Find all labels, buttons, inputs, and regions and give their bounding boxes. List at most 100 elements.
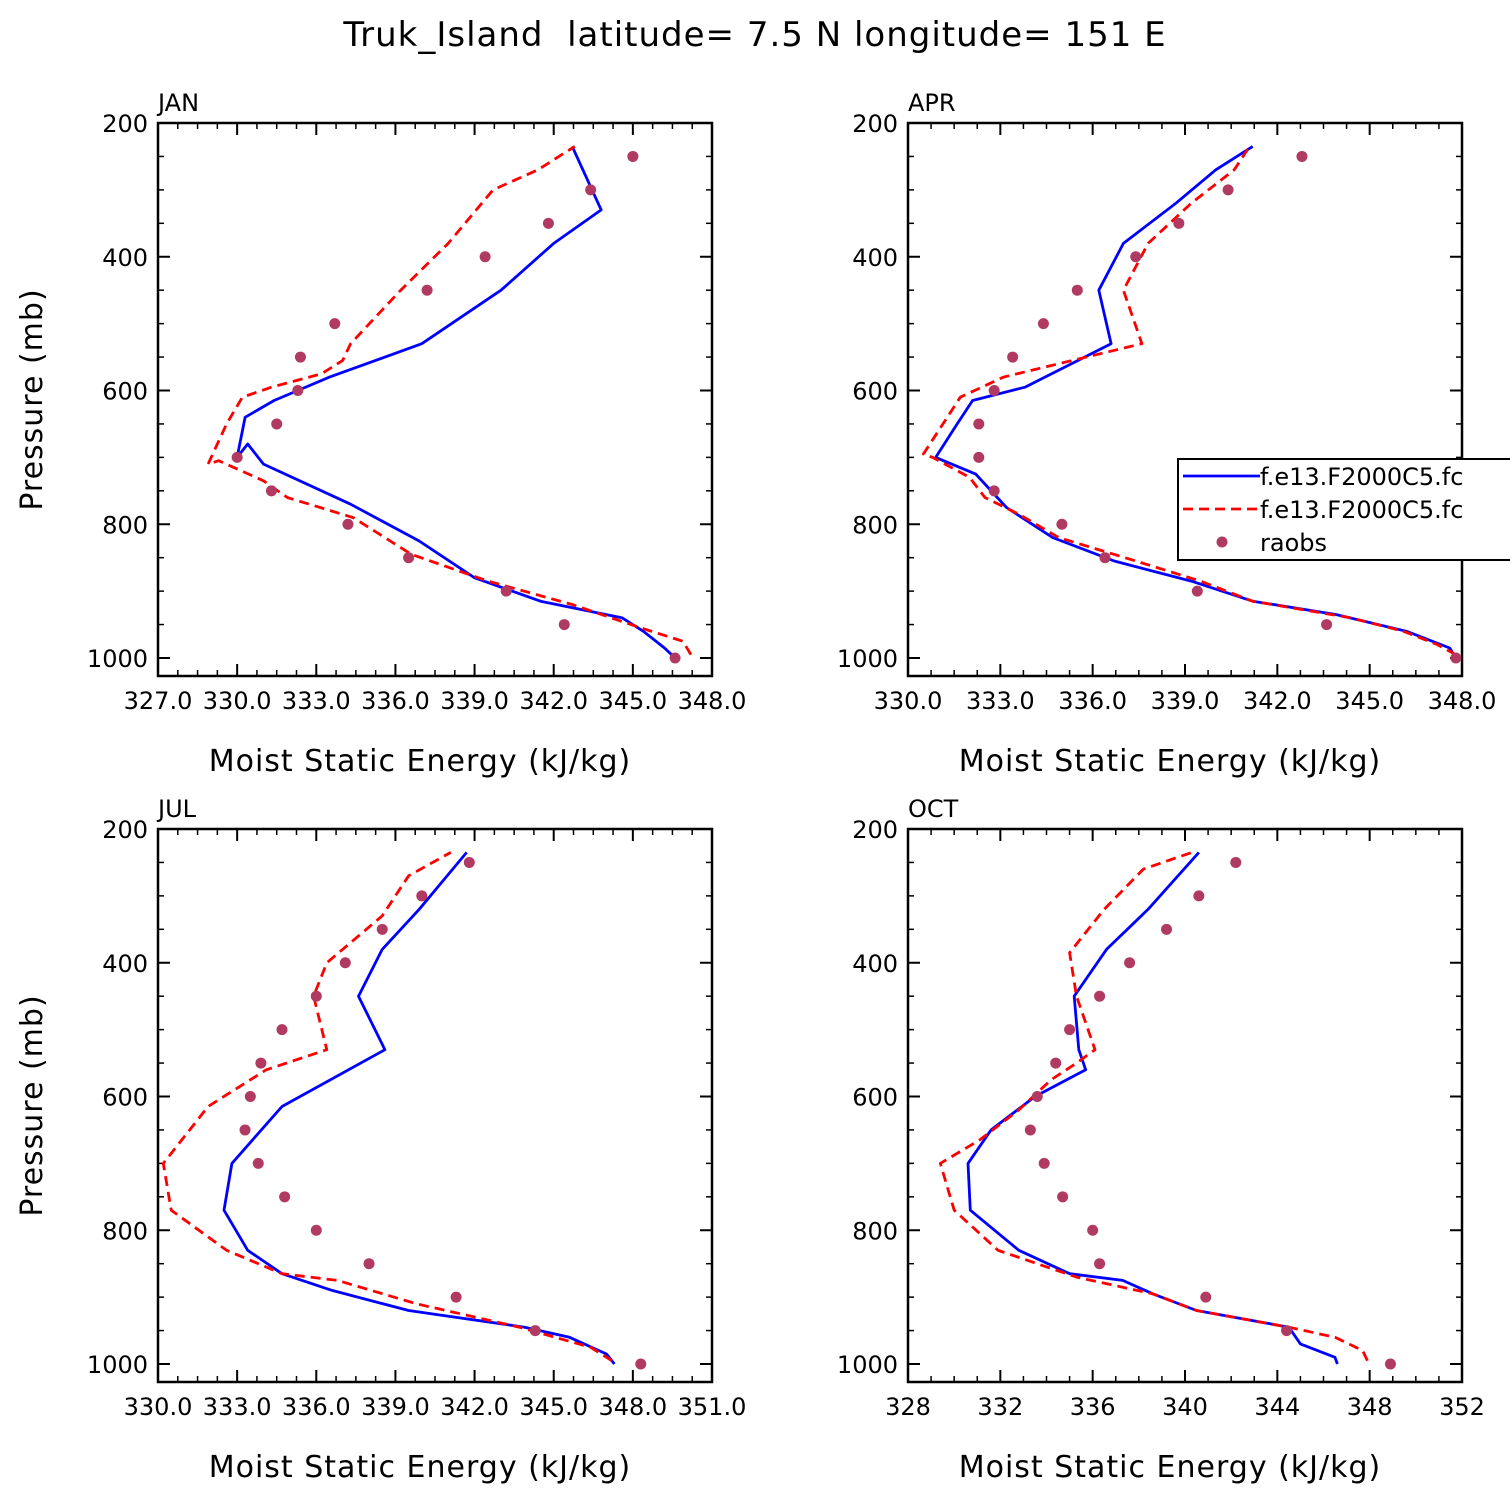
plot-frame <box>906 121 1464 678</box>
model-dashed-line <box>161 851 613 1362</box>
x-tick-label: 336.0 <box>282 1393 351 1421</box>
raobs-point <box>973 451 985 463</box>
model-solid-line <box>235 145 677 660</box>
raobs-point <box>988 385 1000 396</box>
raobs-point <box>1057 1191 1069 1203</box>
raobs-point <box>1281 1325 1293 1337</box>
raobs-point <box>1191 585 1203 597</box>
legend-entry-label: raobs <box>1260 529 1327 557</box>
y-tick-label: 200 <box>852 816 898 844</box>
raobs-point <box>276 1024 288 1036</box>
series-group <box>161 851 647 1370</box>
panel-jul: JUL 330.0 333.0 336.0 339.0 342.0 345.0 348.0 35… <box>15 795 746 1485</box>
raobs-point <box>988 485 1000 497</box>
y-tick-label: 800 <box>102 511 148 539</box>
y-tick-label: 800 <box>852 1217 898 1245</box>
x-tick-label: 348.0 <box>598 1393 667 1421</box>
x-tick-label: 336.0 <box>1058 687 1127 715</box>
x-tick-label: 332 <box>977 1393 1023 1421</box>
y-tick-label: 400 <box>852 950 898 978</box>
panel-label: JAN <box>156 89 199 117</box>
raobs-point <box>1094 990 1106 1002</box>
raobs-point <box>1099 552 1111 564</box>
raobs-point <box>500 585 512 597</box>
y-tick-label: 200 <box>102 110 148 138</box>
y-tick-label: 400 <box>102 244 148 272</box>
x-tick-label: 336.0 <box>361 687 430 715</box>
raobs-point <box>1384 1358 1396 1370</box>
x-tick-label: 336 <box>1070 1393 1116 1421</box>
raobs-point <box>1321 619 1333 631</box>
raobs-point <box>1064 1024 1076 1036</box>
raobs-point <box>1450 652 1462 664</box>
raobs-point <box>265 485 277 497</box>
raobs-point <box>1056 518 1068 530</box>
x-tick-label: 330.0 <box>874 687 943 715</box>
model-dashed-line <box>938 851 1369 1362</box>
raobs-point <box>329 318 341 330</box>
x-tick-label: 345.0 <box>1335 687 1404 715</box>
panels-group: JAN 327.0 330.0 333.0 336.0 339.0 342.0 345.0 34… <box>15 89 1510 1485</box>
y-tick-label: 400 <box>102 950 148 978</box>
y-tick-label: 600 <box>852 378 898 406</box>
series-group <box>922 145 1462 664</box>
y-tick-label: 400 <box>852 244 898 272</box>
x-tick-label: 351.0 <box>678 1393 747 1421</box>
raobs-point <box>271 418 283 430</box>
x-tick-label: 342.0 <box>1243 687 1312 715</box>
raobs-point <box>416 890 428 902</box>
raobs-point <box>1124 957 1136 969</box>
panel-label: OCT <box>908 795 959 823</box>
x-tick-label: 327.0 <box>124 687 193 715</box>
series-group <box>206 145 693 664</box>
raobs-point <box>1130 251 1142 263</box>
panel-jan: JAN 327.0 330.0 333.0 336.0 339.0 342.0 345.0 34… <box>15 89 746 779</box>
x-tick-label: 330.0 <box>203 687 272 715</box>
x-tick-label: 348.0 <box>678 687 747 715</box>
x-tick-label: 352 <box>1439 1393 1485 1421</box>
raobs-point <box>244 1091 256 1102</box>
raobs-point <box>635 1358 647 1370</box>
x-tick-label: 342.0 <box>440 1393 509 1421</box>
raobs-point <box>1050 1057 1062 1069</box>
raobs-point <box>558 619 570 631</box>
raobs-point <box>339 957 351 969</box>
raobs-point <box>342 518 354 530</box>
raobs-point <box>376 923 388 935</box>
raobs-point <box>239 1124 251 1136</box>
raobs-point <box>403 552 415 564</box>
y-tick-label: 200 <box>852 110 898 138</box>
y-tick-label: 800 <box>852 511 898 539</box>
raobs-point <box>529 1325 541 1337</box>
raobs-point <box>585 184 597 196</box>
raobs-point <box>463 856 475 868</box>
x-tick-label: 348.0 <box>1428 687 1497 715</box>
raobs-point <box>1007 351 1019 363</box>
raobs-point <box>973 418 985 430</box>
raobs-point <box>1161 923 1173 935</box>
raobs-point <box>310 990 322 1002</box>
raobs-point <box>1222 184 1234 196</box>
raobs-point <box>310 1224 322 1236</box>
raobs-point <box>1094 1258 1106 1270</box>
x-tick-label: 344 <box>1254 1393 1300 1421</box>
plot-frame <box>906 827 1464 1384</box>
raobs-point <box>1193 890 1205 902</box>
x-tick-label: 340 <box>1162 1393 1208 1421</box>
y-tick-label: 600 <box>102 1084 148 1112</box>
raobs-point <box>292 385 304 396</box>
y-tick-label: 1000 <box>87 645 148 673</box>
x-tick-label: 348 <box>1347 1393 1393 1421</box>
raobs-point <box>542 217 554 229</box>
raobs-point <box>1038 1157 1050 1169</box>
x-tick-label: 345.0 <box>519 1393 588 1421</box>
legend-entry-label: f.e13.F2000C5.fc <box>1260 496 1463 524</box>
figure-title: Truk_Island latitude= 7.5 N longitude= 1… <box>342 15 1166 55</box>
raobs-point <box>363 1258 375 1270</box>
legend-entry-label: f.e13.F2000C5.fc <box>1260 463 1463 491</box>
x-tick-label: 339.0 <box>440 687 509 715</box>
plot-frame <box>156 827 714 1384</box>
y-tick-label: 1000 <box>837 1351 898 1379</box>
raobs-point <box>450 1291 462 1303</box>
panel-oct: OCT 328 332 336 340 344 348 352 200 400 600 800 1000… <box>837 795 1485 1485</box>
